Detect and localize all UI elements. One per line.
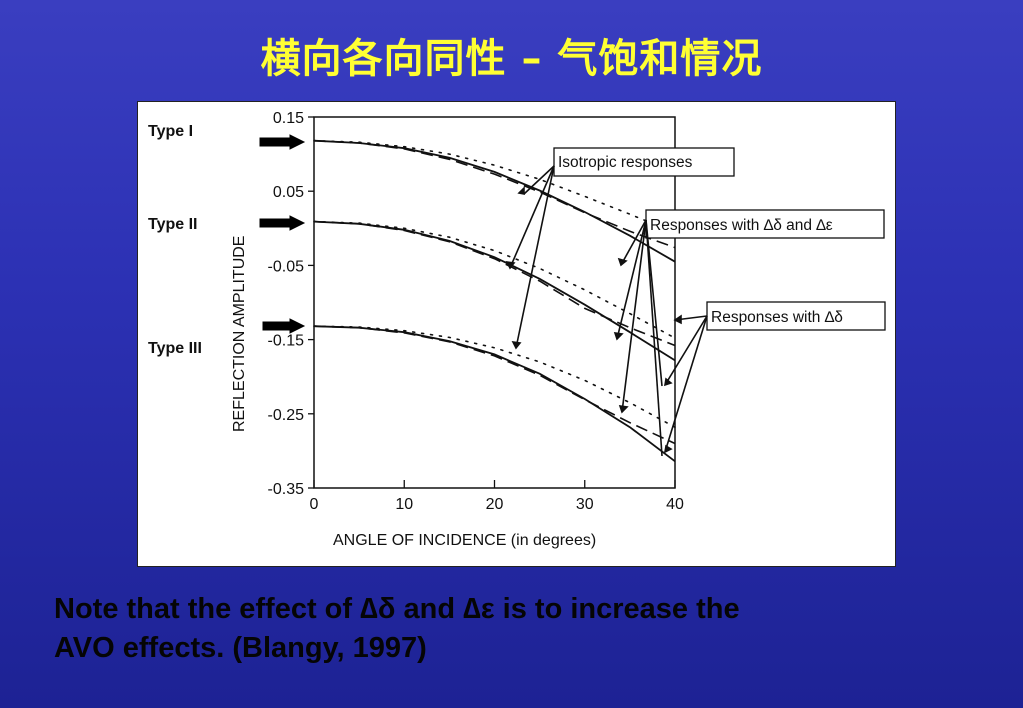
note-line-1: Note that the effect of ∆δ and ∆ε is to … <box>54 593 740 625</box>
axis-ticks: 0 10 20 30 40 0.15 0.05 -0.05 -0.15 -0.25 -0.35 <box>268 110 684 513</box>
y-tick-label: -0.35 <box>268 481 305 498</box>
callout-dd-de-box <box>645 209 885 239</box>
x-tick-label: 40 <box>666 496 684 513</box>
avo-chart: 0 10 20 30 40 0.15 0.05 -0.05 -0.15 -0.25 -0.35 AN… <box>148 110 886 549</box>
series-line-type-ii-dotted <box>313 220 676 339</box>
callout-isotropic: Isotropic responses <box>558 154 693 171</box>
x-tick-label: 0 <box>310 496 319 513</box>
series-line-type-iii-dotted <box>313 325 676 429</box>
type-ii-arrow-icon <box>259 215 306 231</box>
y-tick-label: -0.15 <box>268 333 305 350</box>
intercept-arrows <box>259 134 306 334</box>
type-label-ii: Type II <box>148 216 198 233</box>
y-tick-label: 0.15 <box>273 110 304 127</box>
callout-leader-lines <box>505 165 708 457</box>
series-line-type-ii-dashed <box>313 220 676 347</box>
callout-isotropic-box <box>553 147 735 177</box>
slide-title: 横向各向同性 – 气饱和情况 <box>260 36 763 82</box>
series-line-type-iii-dashed <box>313 325 676 445</box>
slide-note: Note that the effect of ∆δ and ∆ε is to … <box>54 590 954 668</box>
x-axis-label: ANGLE OF INCIDENCE (in degrees) <box>333 532 596 549</box>
series-line-type-i-dashed <box>313 139 676 249</box>
figure-panel: 0 10 20 30 40 0.15 0.05 -0.05 -0.15 -0.25 -0.35 AN… <box>137 101 896 567</box>
series-lines <box>313 139 676 463</box>
callout-dd: Responses with ∆δ <box>711 309 843 326</box>
series-line-type-iii-solid <box>313 325 676 463</box>
callout-dd-de: Responses with ∆δ and ∆ε <box>650 217 833 234</box>
type-label-i: Type I <box>148 123 193 140</box>
series-line-type-ii-solid <box>313 220 676 362</box>
note-line-2: AVO effects. (Blangy, 1997) <box>54 632 427 664</box>
y-axis-label: REFLECTION AMPLITUDE <box>231 236 248 432</box>
y-tick-label: -0.05 <box>268 258 305 275</box>
x-tick-label: 10 <box>395 496 413 513</box>
type-label-iii: Type III <box>148 340 202 357</box>
type-iii-arrow-icon <box>262 318 306 334</box>
y-tick-label: 0.05 <box>273 184 304 201</box>
x-tick-label: 30 <box>576 496 594 513</box>
x-tick-label: 20 <box>486 496 504 513</box>
y-tick-label: -0.25 <box>268 407 305 424</box>
series-line-type-i-dotted <box>313 139 676 234</box>
type-i-arrow-icon <box>259 134 306 150</box>
